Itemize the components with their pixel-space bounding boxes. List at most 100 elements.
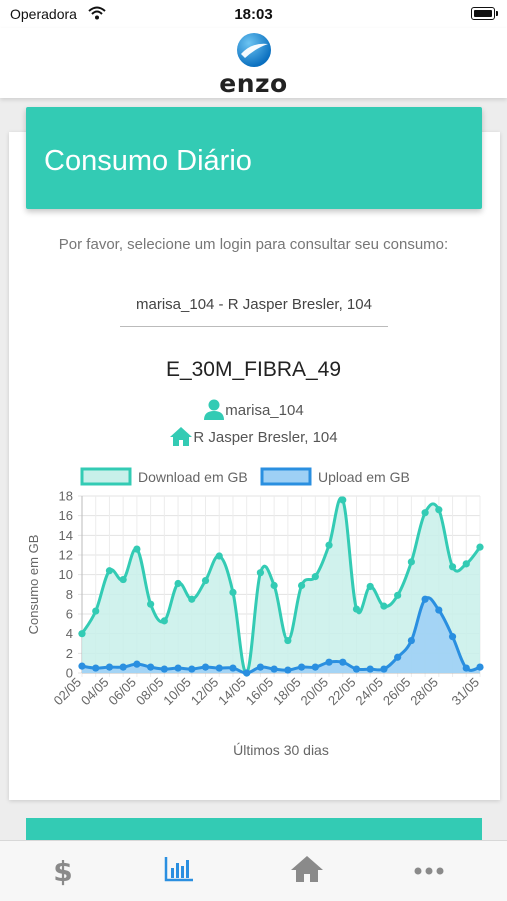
- consumption-card: [9, 132, 500, 800]
- x-tick-label: 10/05: [160, 675, 194, 709]
- data-point: [380, 602, 388, 610]
- data-point: [407, 636, 415, 645]
- more-icon: [414, 862, 444, 880]
- data-point: [92, 607, 100, 615]
- home-icon: [169, 426, 193, 450]
- data-point: [394, 591, 402, 599]
- data-point: [147, 663, 155, 671]
- x-tick-label: 18/05: [270, 675, 304, 709]
- user-name: marisa_104: [225, 401, 304, 419]
- x-tick-label: 14/05: [215, 675, 249, 709]
- data-point: [297, 663, 306, 671]
- data-point: [229, 664, 237, 672]
- data-point: [78, 662, 86, 670]
- x-tick-label: 12/05: [188, 675, 222, 709]
- card-title: Consumo Diário: [44, 145, 252, 177]
- data-point: [105, 567, 114, 575]
- logo-wordmark: enzo: [219, 69, 288, 98]
- card-header: Consumo Diário: [26, 107, 482, 209]
- data-point: [380, 665, 388, 673]
- user-info: marisa_104: [0, 398, 507, 424]
- data-point: [476, 663, 484, 671]
- data-point: [462, 560, 470, 568]
- data-point: [243, 669, 251, 677]
- status-time: 18:03: [234, 6, 273, 23]
- carrier-name: Operadora: [10, 6, 77, 22]
- data-point: [284, 666, 292, 674]
- data-point: [270, 665, 278, 673]
- y-tick-label: 12: [59, 548, 73, 563]
- data-point: [270, 581, 278, 590]
- user-icon: [203, 398, 225, 424]
- data-point: [297, 581, 306, 590]
- address-text: R Jasper Bresler, 104: [193, 428, 338, 446]
- y-tick-label: 0: [66, 666, 73, 681]
- tab-billing[interactable]: $: [0, 841, 126, 901]
- data-point: [256, 569, 265, 577]
- tab-consumption[interactable]: [116, 841, 242, 901]
- globe-icon: [236, 32, 272, 73]
- y-axis-label: Consumo em GB: [26, 535, 41, 635]
- data-point: [311, 663, 319, 671]
- data-point: [339, 658, 347, 666]
- login-prompt: Por favor, selecione um login para consu…: [58, 236, 449, 253]
- tab-home[interactable]: [244, 841, 370, 901]
- data-point: [421, 509, 429, 517]
- tab-more[interactable]: [366, 841, 492, 901]
- data-point: [188, 595, 196, 603]
- legend-label: Download em GB: [138, 469, 248, 485]
- data-point: [201, 576, 210, 585]
- y-tick-label: 14: [59, 528, 73, 543]
- data-point: [215, 552, 223, 560]
- data-point: [119, 663, 127, 671]
- data-point: [352, 665, 361, 673]
- x-tick-label: 02/05: [51, 675, 85, 709]
- data-point: [421, 595, 429, 603]
- data-point: [92, 664, 100, 672]
- data-point: [188, 665, 196, 673]
- y-tick-label: 2: [66, 646, 73, 661]
- y-tick-label: 18: [59, 489, 73, 504]
- data-point: [119, 575, 127, 584]
- x-tick-label: 31/05: [449, 675, 483, 709]
- home-icon: [290, 855, 324, 888]
- battery-icon: [471, 7, 498, 20]
- x-tick-label: 22/05: [325, 675, 359, 709]
- address-info: R Jasper Bresler, 104: [0, 426, 507, 450]
- series-area: [82, 597, 480, 674]
- legend-swatch: [260, 467, 312, 486]
- legend-label: Upload em GB: [318, 469, 410, 485]
- data-point: [133, 545, 141, 553]
- data-point: [160, 617, 168, 625]
- data-point: [160, 665, 168, 673]
- data-point: [201, 663, 210, 671]
- tab-bar: $: [0, 840, 507, 901]
- data-point: [133, 660, 141, 668]
- x-tick-label: 24/05: [352, 675, 386, 709]
- data-point: [311, 573, 319, 581]
- data-point: [352, 605, 361, 613]
- consumption-chart: 0 2 4 6 8 10 12 14 16 18 02/0504/0506/0508/0510/05…: [26, 467, 484, 758]
- data-point: [448, 633, 457, 641]
- y-tick-label: 6: [66, 607, 73, 622]
- data-point: [105, 663, 114, 671]
- data-point: [394, 653, 402, 661]
- x-tick-label: 28/05: [407, 675, 441, 709]
- data-point: [78, 630, 86, 638]
- data-point: [366, 582, 374, 591]
- x-tick-label: 06/05: [105, 675, 139, 709]
- data-point: [448, 563, 457, 571]
- data-point: [284, 636, 292, 645]
- login-select[interactable]: marisa_104 - R Jasper Bresler, 104: [120, 296, 388, 327]
- data-point: [435, 606, 443, 614]
- data-point: [174, 579, 182, 588]
- wifi-icon: [88, 6, 106, 25]
- x-tick-label: 08/05: [133, 675, 167, 709]
- data-point: [174, 664, 182, 672]
- data-point: [256, 663, 265, 671]
- x-tick-label: 20/05: [298, 675, 332, 709]
- data-point: [325, 658, 333, 666]
- bar-chart-icon: [164, 856, 194, 887]
- x-tick-label: 04/05: [78, 675, 112, 709]
- data-point: [462, 664, 470, 672]
